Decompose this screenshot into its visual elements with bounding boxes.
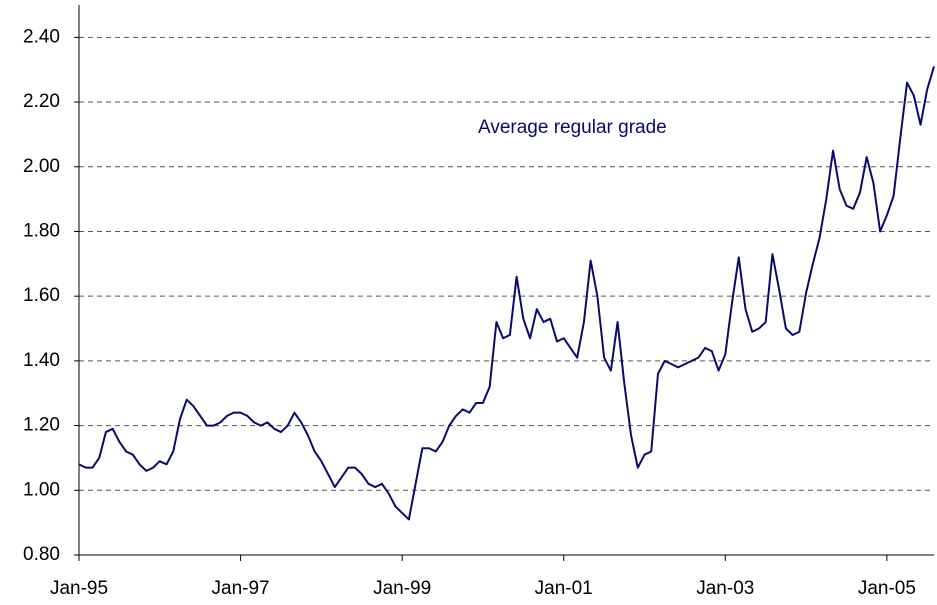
x-tick-label: Jan-95 [50,578,108,599]
y-tick-label: 2.20 [23,91,60,112]
y-tick-label: 2.40 [23,26,60,47]
y-tick-label: 1.00 [23,479,60,500]
y-tick-label: 1.60 [23,285,60,306]
line [78,66,935,521]
y-tick-label: 1.80 [23,220,60,241]
x-tick-label: Jan-97 [212,578,270,599]
y-tick-label: 1.40 [23,350,60,371]
x-tick-label: Jan-03 [696,578,754,599]
y-tick-label: 1.20 [23,415,60,436]
annotation: Average regular grade [478,117,667,138]
y-tick-label: 0.80 [23,544,60,565]
x-tick-label: Jan-99 [373,578,431,599]
x-tick-label: Jan-05 [858,578,916,599]
x-tick-label: Jan-01 [535,578,593,599]
y-tick-label: 2.00 [23,156,60,177]
